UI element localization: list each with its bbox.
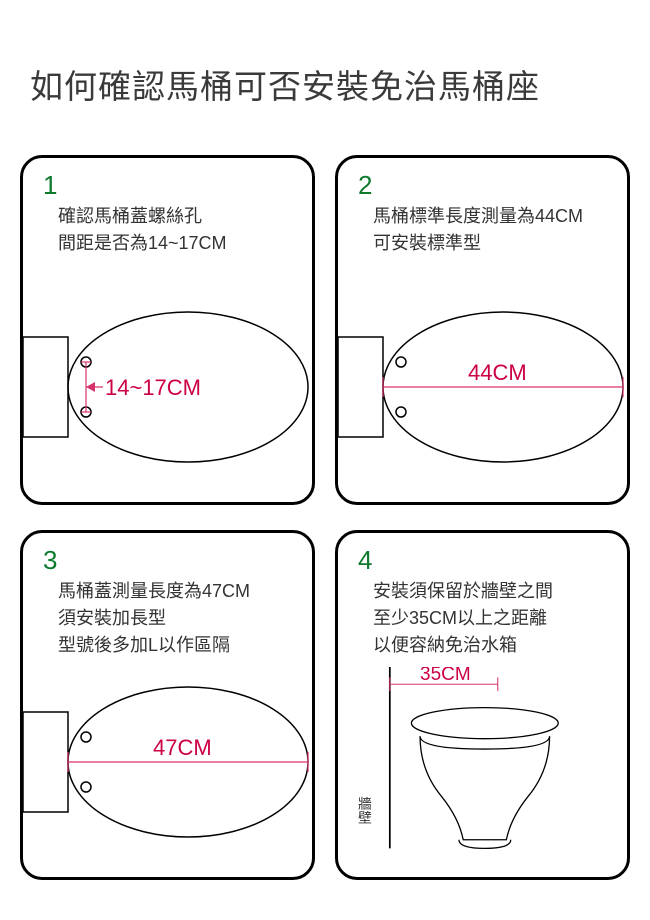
panel-4: 4 安裝須保留於牆壁之間至少35CM以上之距離以便容納免治水箱 牆壁 35CM — [335, 530, 630, 880]
diagram-seat-holes: 14~17CM — [23, 292, 318, 482]
measure-label: 35CM — [420, 667, 471, 685]
page-title: 如何確認馬桶可否安裝免治馬桶座 — [30, 60, 620, 108]
diagram-seat-length-long: 47CM — [23, 667, 318, 857]
step-number: 2 — [358, 170, 372, 201]
wall-label: 牆壁 — [356, 797, 372, 825]
panel-1: 1 確認馬桶蓋螺絲孔間距是否為14~17CM 14~17CM — [20, 155, 315, 505]
panel-3: 3 馬桶蓋測量長度為47CM須安裝加長型型號後多加L以作區隔 47CM — [20, 530, 315, 880]
measure-label: 47CM — [153, 735, 212, 760]
measure-label: 44CM — [468, 360, 527, 385]
diagram-wall-clearance: 牆壁 35CM — [338, 667, 593, 857]
step-number: 1 — [43, 170, 57, 201]
measure-label: 14~17CM — [105, 375, 201, 400]
diagram-seat-length: 44CM — [338, 292, 633, 482]
step-number: 3 — [43, 545, 57, 576]
panel-2: 2 馬桶標準長度測量為44CM可安裝標準型 44CM — [335, 155, 630, 505]
step-text: 安裝須保留於牆壁之間至少35CM以上之距離以便容納免治水箱 — [373, 578, 612, 659]
panel-grid: 1 確認馬桶蓋螺絲孔間距是否為14~17CM 14~17CM 2 馬桶標準長度測… — [20, 155, 630, 880]
step-text: 確認馬桶蓋螺絲孔間距是否為14~17CM — [58, 203, 297, 257]
step-text: 馬桶標準長度測量為44CM可安裝標準型 — [373, 203, 612, 257]
step-number: 4 — [358, 545, 372, 576]
step-text: 馬桶蓋測量長度為47CM須安裝加長型型號後多加L以作區隔 — [58, 578, 297, 659]
